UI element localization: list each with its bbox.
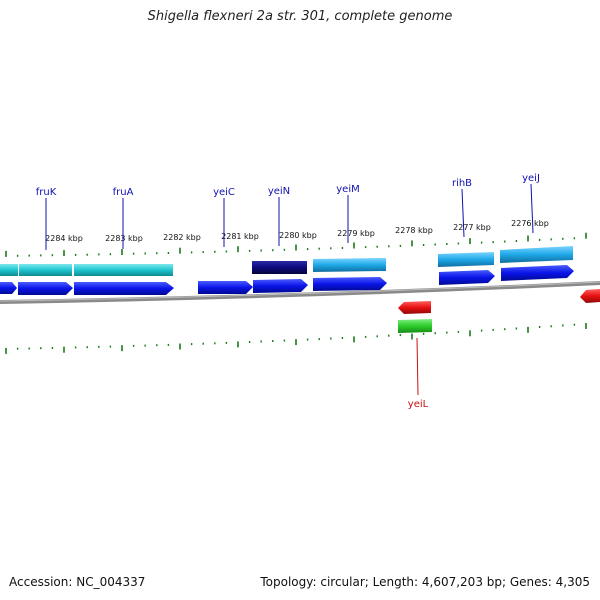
leader-rihB: [461, 188, 465, 238]
gene-arrow-yeiN[interactable]: [253, 279, 308, 293]
tick-label-2282: 2282 kbp: [163, 233, 201, 242]
scale-ticks-reverse: [5, 323, 587, 354]
gene-arrow-yeiL-red[interactable]: [398, 301, 431, 314]
tick-label-2278: 2278 kbp: [395, 226, 433, 235]
gene-label-yeiJ[interactable]: yeiJ: [522, 173, 540, 184]
gene-label-yeiC[interactable]: yeiC: [213, 187, 235, 198]
gene-row-reverse: [398, 289, 600, 333]
tick-label-2284: 2284 kbp: [45, 234, 83, 243]
map-title: Shigella flexneri 2a str. 301, complete …: [147, 9, 453, 24]
genome-summary-text: Topology: circular; Length: 4,607,203 bp…: [260, 575, 590, 589]
gene-cyan-1[interactable]: [0, 264, 18, 276]
leader-yeiJ: [530, 183, 534, 234]
tick-label-2279: 2279 kbp: [337, 229, 375, 238]
tick-label-2283: 2283 kbp: [105, 234, 143, 243]
gene-yeiJ-block[interactable]: [500, 246, 573, 263]
scale-ticks-forward: [5, 232, 587, 257]
gene-yeiM-block[interactable]: [313, 258, 386, 272]
gene-row-forward: [0, 265, 574, 295]
gene-arrow-1[interactable]: [0, 282, 17, 294]
gene-rihB-block[interactable]: [438, 252, 494, 267]
gene-row-upper: [0, 246, 573, 276]
gene-label-rihB[interactable]: rihB: [452, 178, 472, 189]
gene-arrow-rihB[interactable]: [439, 270, 495, 285]
gene-arrow-yeiC[interactable]: [198, 281, 253, 294]
gene-yeiN-block[interactable]: [252, 261, 307, 274]
leader-yeiL: [416, 337, 419, 396]
gene-yeiL-green[interactable]: [398, 319, 432, 333]
gene-label-fruK[interactable]: fruK: [36, 187, 57, 198]
gene-arrow-fruK[interactable]: [18, 282, 73, 295]
gene-label-leaders: [45, 183, 534, 250]
tick-label-2280: 2280 kbp: [279, 231, 317, 240]
gene-fruK-block[interactable]: [19, 264, 72, 276]
gene-fruA-block[interactable]: [74, 264, 173, 276]
tick-label-2281: 2281 kbp: [221, 232, 259, 241]
gene-arrow-yeiJ[interactable]: [501, 265, 574, 281]
gene-arrow-red-edge[interactable]: [580, 289, 600, 303]
gene-label-yeiM[interactable]: yeiM: [336, 184, 359, 195]
accession-text: Accession: NC_004337: [9, 575, 146, 589]
genome-backbone: [0, 281, 600, 304]
genome-backbone-highlight: [0, 281, 600, 302]
gene-label-yeiL[interactable]: yeiL: [408, 399, 429, 410]
gene-label-fruA[interactable]: fruA: [113, 187, 134, 198]
gene-arrow-fruA[interactable]: [74, 282, 174, 295]
tick-label-2277: 2277 kbp: [453, 223, 491, 232]
gene-label-yeiN[interactable]: yeiN: [268, 186, 290, 197]
tick-label-2276: 2276 kbp: [511, 219, 549, 228]
gene-arrow-yeiM[interactable]: [313, 277, 387, 291]
